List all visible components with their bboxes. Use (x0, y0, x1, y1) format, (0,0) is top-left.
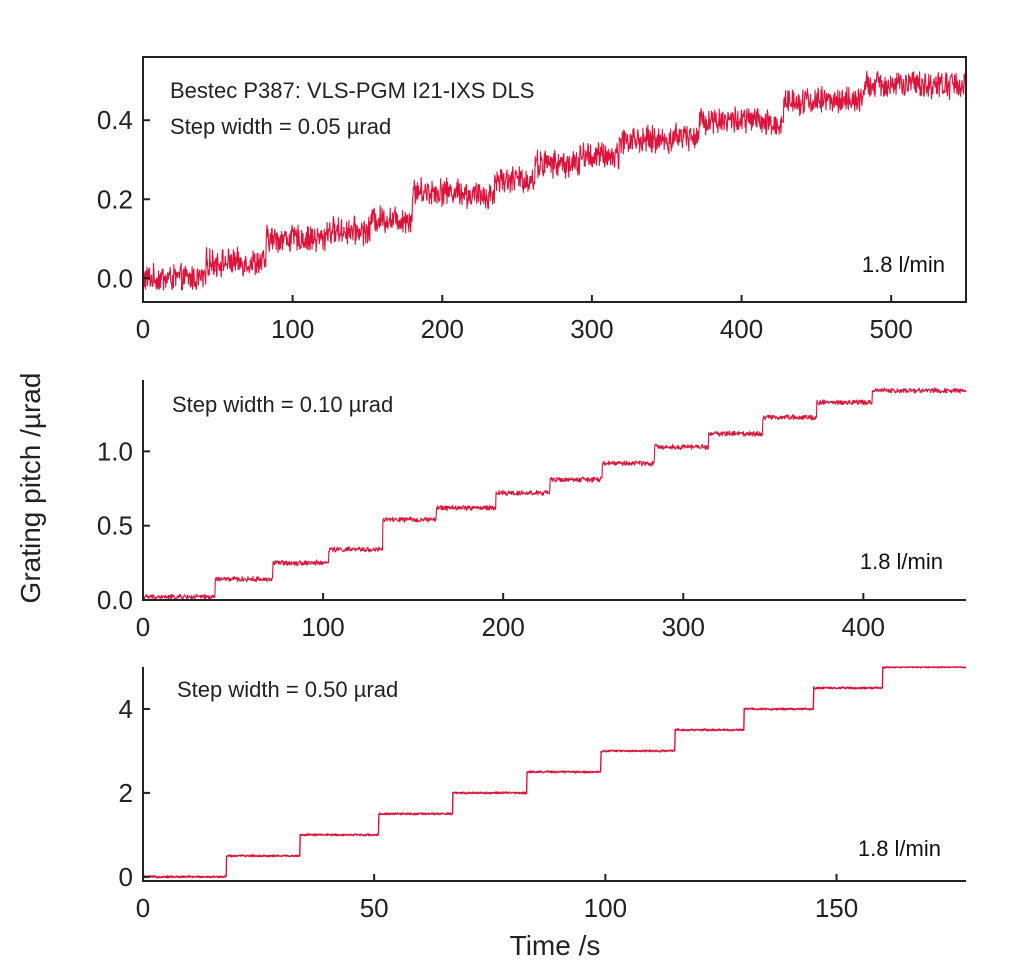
panel-2: 0 100 200 300 400 0.0 0.5 1.0 Step width = 0.10… (97, 380, 967, 642)
plot-2-traces (142, 387, 967, 601)
plot-3-traces (142, 666, 967, 879)
plot-1-annotation-2: Step width = 0.05 µrad (170, 114, 391, 139)
y-tick-label-1-2: 0.4 (97, 105, 133, 135)
x-tick-label-2-4: 400 (842, 612, 885, 642)
x-tick-label-2-2: 200 (481, 612, 524, 642)
y-tick-label-3-1: 2 (119, 778, 133, 808)
x-tick-label-1-0: 0 (136, 314, 150, 344)
x-tick-label-1-2: 200 (421, 314, 464, 344)
plot-1-traces (142, 70, 967, 291)
x-tick-label-1-3: 300 (570, 314, 613, 344)
y-tick-label-2-1: 0.5 (97, 511, 133, 541)
x-tick-label-3-2: 100 (584, 893, 627, 923)
y-tick-label-3-0: 0 (119, 862, 133, 892)
x-tick-label-2-3: 300 (662, 612, 705, 642)
plot-1-ticks: 0 100 200 300 400 500 0.0 0.2 0.4 (97, 105, 913, 344)
plot-1-annotation-1: Bestec P387: VLS-PGM I21-IXS DLS (170, 78, 534, 103)
y-tick-label-1-1: 0.2 (97, 184, 133, 214)
plot-2-annotation-1: Step width = 0.10 µrad (172, 392, 393, 417)
plot-1-frame (142, 56, 967, 303)
x-tick-label-1-4: 400 (720, 314, 763, 344)
x-tick-label-1-1: 100 (271, 314, 314, 344)
plot-2-ticks: 0 100 200 300 400 0.0 0.5 1.0 (97, 436, 885, 642)
plot-1-series-line (142, 70, 967, 291)
panel-3: 0 50 100 150 0 2 4 Step width = 0.50 µrad 1.8 … (119, 666, 967, 923)
panel-1: 0 100 200 300 400 500 0.0 0.2 0.4 Bestec P387: V… (97, 56, 967, 344)
y-tick-label-1-0: 0.0 (97, 263, 133, 293)
y-tick-label-2-2: 1.0 (97, 436, 133, 466)
y-tick-label-2-0: 0.0 (97, 585, 133, 615)
plot-3-flow-label: 1.8 l/min (858, 836, 941, 861)
plot-2-series-line (142, 387, 967, 601)
x-axis-title: Time /s (510, 930, 601, 961)
x-tick-label-2-0: 0 (136, 612, 150, 642)
y-axis-title: Grating pitch /µrad (15, 373, 46, 604)
x-tick-label-3-0: 0 (136, 893, 150, 923)
plot-3-series-line (142, 666, 967, 879)
plot-1-flow-label: 1.8 l/min (862, 252, 945, 277)
plot-2-flow-label: 1.8 l/min (860, 549, 943, 574)
x-tick-label-2-1: 100 (301, 612, 344, 642)
plot-3-ticks: 0 50 100 150 0 2 4 (119, 694, 859, 923)
plot-3-annotation-1: Step width = 0.50 µrad (177, 677, 398, 702)
y-tick-label-3-2: 4 (119, 694, 133, 724)
x-tick-label-1-5: 500 (869, 314, 912, 344)
x-tick-label-3-3: 150 (815, 893, 858, 923)
x-tick-label-3-1: 50 (360, 893, 389, 923)
